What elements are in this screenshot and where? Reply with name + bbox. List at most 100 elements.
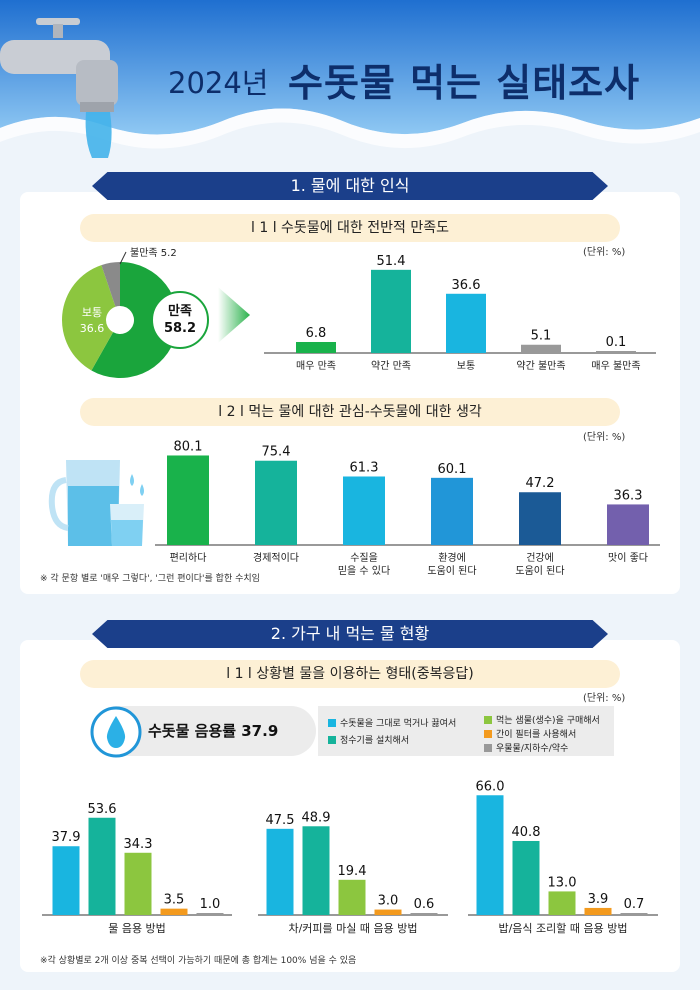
bar-value-label: 51.4 [377, 254, 406, 269]
bar-value-label: 37.9 [52, 830, 81, 845]
water-jug-icon [48, 460, 144, 546]
bar-value-label: 40.8 [512, 825, 541, 840]
bar [343, 476, 385, 545]
section1-note: ※ 각 문항 별로 '매우 그렇다', '그런 편이다'를 합한 수치임 [40, 574, 260, 584]
bar [519, 492, 561, 545]
bar [266, 828, 294, 915]
bar-value-label: 13.0 [548, 875, 577, 890]
bar-value-label: 0.6 [414, 897, 435, 912]
category-label: 보통 [457, 360, 475, 372]
bar [302, 826, 330, 915]
legend-item-filter: 간이 필터를 사용해서 [484, 727, 576, 740]
cooking-method-chart: 66.0 40.8 13.0 3.9 0.7 밥/음식 조리할 때 음용 방법 [468, 779, 658, 935]
satisfied-label: 만족 [168, 303, 192, 319]
bar-value-label: 5.1 [531, 329, 552, 344]
bar-value-label: 6.8 [306, 326, 327, 341]
bar [167, 455, 209, 545]
bar-value-label: 48.9 [302, 810, 331, 825]
bar-value-label: 47.5 [266, 813, 295, 828]
drinking-method-chart: 37.9 53.6 34.3 3.5 1.0 물 음용 방법 [42, 802, 232, 935]
satisfaction-bar-chart: 6.8 매우 만족 51.4 약간 만족 36.6 보통 5.1 약간 불만족 0.1 매우 불만… [264, 254, 656, 372]
legend-item-well: 우물물/지하수/약수 [484, 741, 568, 754]
category-label: 맛이 좋다 [608, 552, 648, 564]
bar [521, 344, 561, 353]
category-label: 약간 만족 [371, 360, 411, 372]
bar-value-label: 53.6 [88, 802, 117, 817]
bar-value-label: 61.3 [350, 460, 379, 475]
section1-sub2-title: l 2 l 먹는 물에 대한 관심-수돗물에 대한 생각 [80, 398, 620, 426]
category-label: 약간 불만족 [516, 360, 565, 372]
section1-title: 1. 물에 대한 인식 [92, 172, 608, 200]
bar [607, 504, 649, 545]
bar [620, 913, 648, 915]
pie-slice [101, 262, 120, 307]
bar [52, 846, 80, 915]
bar [371, 269, 411, 353]
section2-title: 2. 가구 내 먹는 물 현황 [92, 620, 608, 648]
legend-item-purifier: 정수기를 설치해서 [328, 733, 409, 746]
bar [584, 907, 612, 915]
bar-value-label: 3.9 [588, 892, 609, 907]
normal-label: 보통 [82, 306, 102, 319]
satisfaction-donut-chart: 만족 58.2 보통 36.6 불만족 5.2 [61, 247, 209, 378]
section1-sub1-title: l 1 l 수돗물에 대한 전반적 만족도 [80, 214, 620, 242]
satisfied-value: 58.2 [164, 321, 196, 336]
faucet-icon [0, 18, 118, 158]
category-label: 환경에 [438, 551, 466, 564]
section1-sub2-unit: (단위: %) [583, 432, 626, 443]
bar [410, 913, 438, 915]
section2-sub1-title: l 1 l 상황별 물을 이용하는 형태(중복응답) [80, 660, 620, 688]
legend-item-tap: 수돗물을 그대로 먹거나 끓여서 [328, 716, 456, 729]
category-label: 매우 불만족 [591, 360, 640, 372]
bar-value-label: 66.0 [476, 779, 505, 794]
section2-sub1-unit: (단위: %) [583, 693, 626, 704]
bar [476, 795, 504, 915]
bar-value-label: 36.6 [452, 278, 481, 293]
drinking-rate: 수돗물 음용률 37.9 [148, 722, 279, 740]
bar [160, 908, 188, 915]
bar-value-label: 3.5 [164, 893, 185, 908]
bar-value-label: 0.1 [606, 335, 627, 350]
bar-value-label: 47.2 [526, 476, 555, 491]
category-label: 도움이 된다 [427, 565, 476, 577]
section2-note: ※각 상황별로 2개 이상 중복 선택이 가능하기 때문에 총 합계는 100%… [40, 956, 357, 966]
title-year: 2024년 [168, 66, 269, 100]
category-label: 건강에 [526, 552, 554, 564]
category-label: 매우 만족 [296, 360, 336, 372]
bar [196, 913, 224, 915]
pie-slice [91, 262, 178, 378]
header-banner [0, 0, 700, 175]
bar [431, 477, 473, 545]
bar [512, 840, 540, 915]
normal-value: 36.6 [80, 322, 105, 335]
bar [374, 909, 402, 915]
bar-value-label: 19.4 [338, 864, 367, 879]
bar-value-label: 36.3 [614, 488, 643, 503]
section2-panel [20, 640, 680, 972]
tea-coffee-method-chart: 47.5 48.9 19.4 3.0 0.6 차/커피를 마실 때 음용 방법 [258, 810, 448, 935]
x-axis-label: 물 음용 방법 [108, 922, 166, 935]
bar-value-label: 3.0 [378, 894, 399, 909]
section1-sub1-unit: (단위: %) [583, 247, 626, 258]
bar [296, 341, 336, 353]
legend-item-bottled: 먹는 샘물(생수)을 구매해서 [484, 713, 600, 726]
bar-value-label: 60.1 [438, 462, 467, 477]
bar-value-label: 80.1 [174, 440, 203, 454]
legend [318, 706, 614, 756]
leader-line [119, 251, 127, 265]
bar-value-label: 1.0 [200, 897, 221, 912]
bar [255, 460, 297, 545]
bar [446, 293, 486, 353]
pie-slice [61, 265, 116, 371]
satisfied-callout [151, 291, 209, 349]
bar [548, 891, 576, 915]
bar-value-label: 34.3 [124, 837, 153, 852]
unsatisfied-label: 불만족 5.2 [130, 247, 177, 259]
bar-value-label: 75.4 [262, 445, 291, 460]
bar [88, 817, 116, 915]
x-axis-label: 밥/음식 조리할 때 음용 방법 [498, 922, 627, 935]
category-label: 믿을 수 있다 [338, 565, 390, 577]
category-label: 경제적이다 [253, 551, 299, 564]
bar [124, 852, 152, 915]
